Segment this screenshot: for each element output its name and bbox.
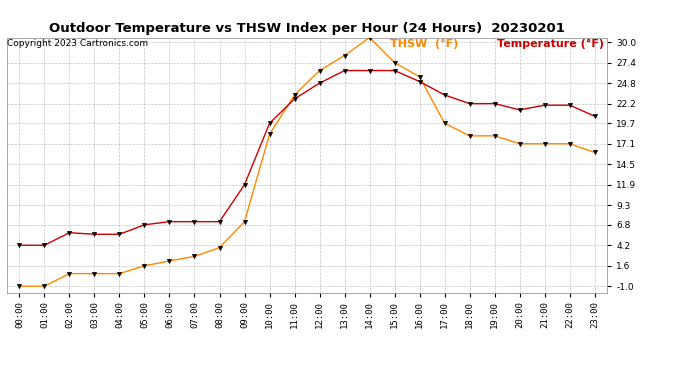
Text: Copyright 2023 Cartronics.com: Copyright 2023 Cartronics.com [7, 39, 148, 48]
Text: Temperature (°F): Temperature (°F) [497, 39, 604, 50]
Text: THSW  (°F): THSW (°F) [390, 39, 458, 50]
Title: Outdoor Temperature vs THSW Index per Hour (24 Hours)  20230201: Outdoor Temperature vs THSW Index per Ho… [49, 22, 565, 35]
